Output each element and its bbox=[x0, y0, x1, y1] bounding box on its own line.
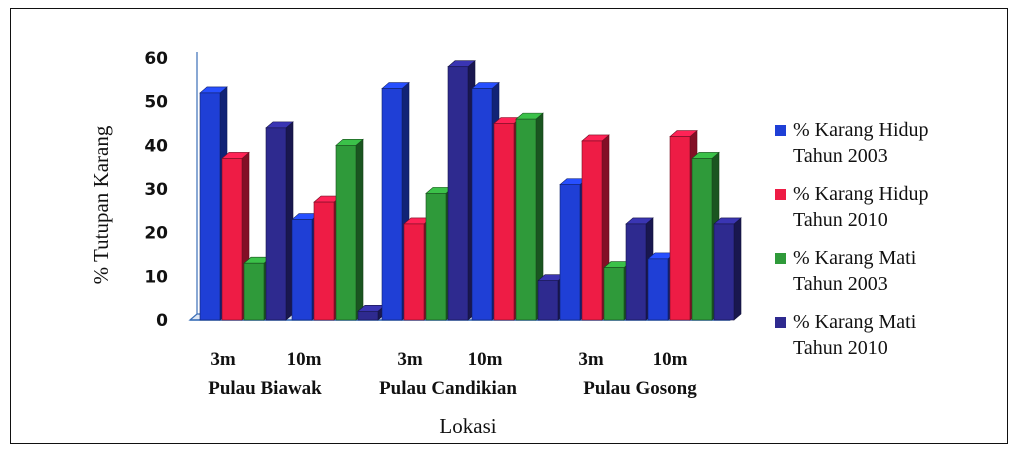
legend-swatch bbox=[775, 317, 786, 328]
legend-label-line2: Tahun 2010 bbox=[793, 337, 888, 359]
y-axis-label: % Tutupan Karang bbox=[89, 125, 113, 284]
x-axis-label: Lokasi bbox=[439, 414, 496, 438]
legend-swatch bbox=[775, 189, 786, 200]
x-category-label: 10m bbox=[653, 349, 688, 370]
legend-label-line1: % Karang Hidup bbox=[793, 183, 929, 205]
legend-item: % Karang Hidup Tahun 2010 bbox=[775, 183, 929, 231]
y-tick-labels: 0 10 20 30 40 50 60 bbox=[144, 49, 168, 331]
legend-item: % Karang Mati Tahun 2003 bbox=[775, 247, 917, 295]
bar bbox=[265, 121, 294, 321]
y-tick-label: 40 bbox=[144, 136, 168, 156]
bar bbox=[357, 304, 386, 321]
x-category-label: 3m bbox=[210, 349, 236, 370]
y-tick-label: 50 bbox=[144, 93, 168, 113]
legend-item: % Karang Hidup Tahun 2003 bbox=[775, 119, 929, 167]
legend-label-line1: % Karang Hidup bbox=[793, 119, 929, 141]
x-group-label: Pulau Candikian bbox=[379, 378, 517, 399]
legend-label-line2: Tahun 2003 bbox=[793, 145, 888, 167]
x-group-label: Pulau Gosong bbox=[583, 378, 697, 399]
x-category-label: 10m bbox=[468, 349, 503, 370]
x-group-label: Pulau Biawak bbox=[208, 378, 322, 399]
y-tick-label: 20 bbox=[144, 224, 168, 244]
x-category-label: 3m bbox=[397, 349, 423, 370]
legend-swatch bbox=[775, 125, 786, 136]
legend-label-line2: Tahun 2010 bbox=[793, 209, 888, 231]
y-tick-label: 10 bbox=[144, 267, 168, 287]
bar bbox=[335, 138, 364, 321]
legend-label-line1: % Karang Mati bbox=[793, 247, 917, 269]
bar bbox=[713, 217, 742, 321]
bar bbox=[515, 112, 544, 321]
y-tick-label: 30 bbox=[144, 180, 168, 200]
legend-label-line1: % Karang Mati bbox=[793, 311, 917, 333]
legend-label-line2: Tahun 2003 bbox=[793, 273, 888, 295]
x-category-labels: 3m 10m 3m 10m 3m 10m Pulau Biawak Pulau Candiki… bbox=[208, 349, 697, 399]
x-category-label: 10m bbox=[287, 349, 322, 370]
legend: % Karang Hidup Tahun 2003 % Karang Hidup Ta… bbox=[775, 119, 929, 359]
bar bbox=[447, 60, 476, 321]
x-category-label: 3m bbox=[578, 349, 604, 370]
chart-bars bbox=[199, 60, 742, 321]
legend-item: % Karang Mati Tahun 2010 bbox=[775, 311, 917, 359]
y-tick-label: 0 bbox=[156, 311, 168, 331]
legend-swatch bbox=[775, 253, 786, 264]
y-tick-label: 60 bbox=[144, 49, 168, 69]
